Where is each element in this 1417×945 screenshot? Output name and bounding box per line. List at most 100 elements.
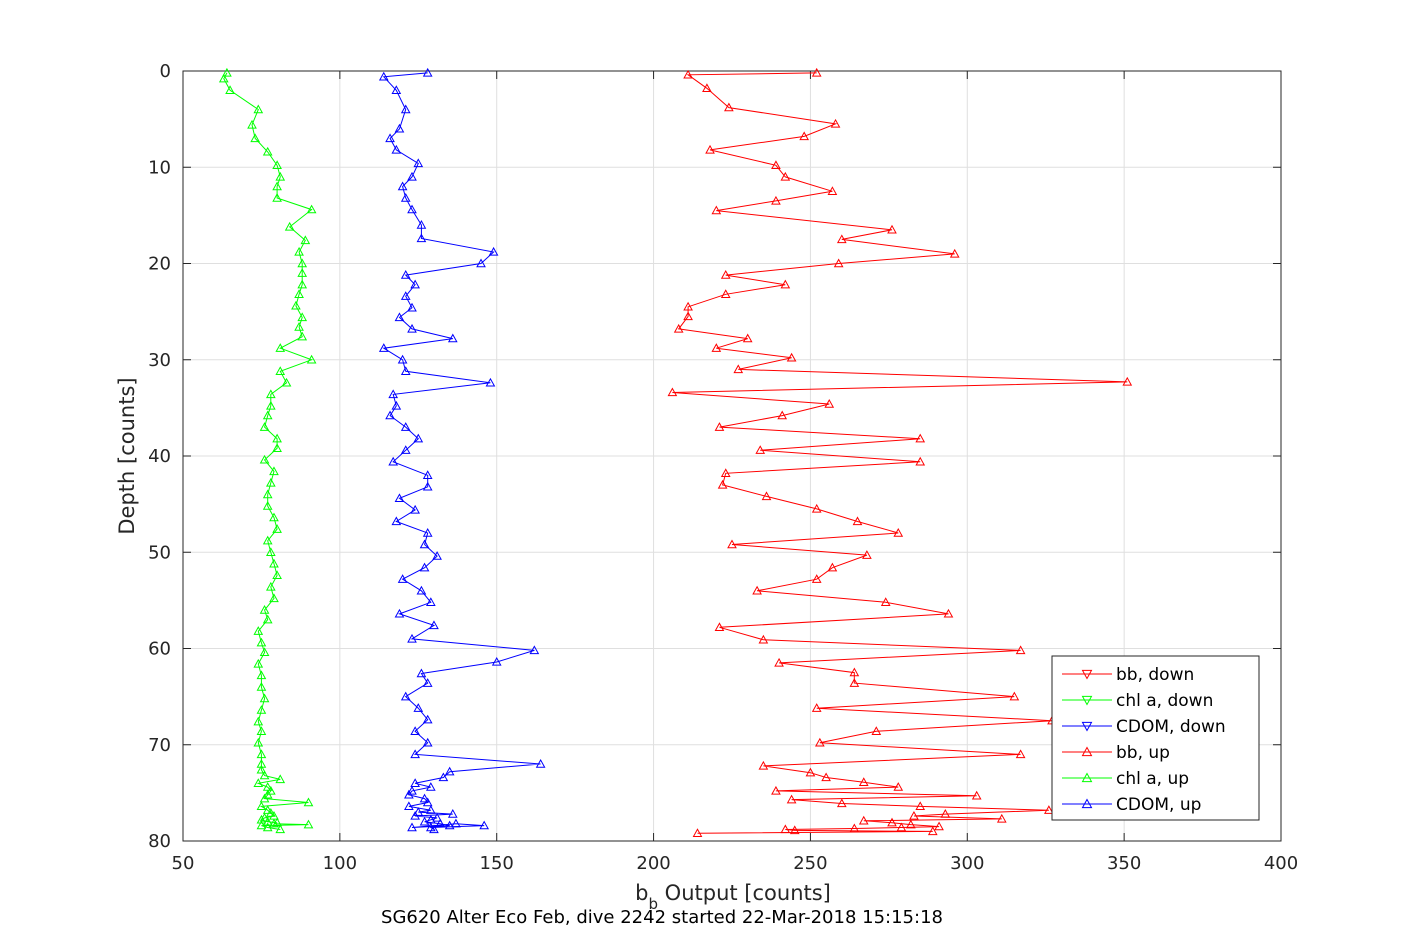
legend-label: bb, up — [1116, 743, 1170, 763]
series-line — [672, 72, 1128, 834]
data-point — [824, 398, 835, 408]
data-point — [927, 826, 938, 836]
data-point — [265, 808, 276, 817]
data-point — [222, 67, 232, 77]
legend-marker — [1081, 798, 1093, 809]
data-point — [400, 366, 411, 375]
data-point — [394, 493, 405, 503]
data-point — [422, 797, 433, 807]
y-axis-ticks: 0 10 20 30 40 50 60 70 80 — [148, 61, 1281, 852]
data-point — [755, 445, 766, 454]
data-point — [714, 622, 725, 632]
legend-label: chl a, down — [1116, 691, 1213, 711]
data-point — [269, 593, 279, 603]
data-point — [265, 785, 276, 795]
data-point — [294, 289, 304, 298]
data-point — [256, 820, 267, 830]
data-point — [275, 366, 286, 375]
data-point — [256, 814, 267, 824]
data-point — [896, 822, 907, 832]
data-point — [404, 789, 414, 799]
data-point — [733, 364, 744, 374]
data-point — [849, 667, 860, 677]
data-point — [400, 270, 411, 279]
data-point — [887, 224, 897, 234]
x-axis-label-rest: Output [counts] — [658, 881, 831, 905]
legend-label: CDOM, up — [1116, 795, 1201, 815]
data-point — [849, 678, 860, 687]
data-point — [256, 749, 267, 759]
data-point — [893, 527, 904, 537]
y-tick-label: 80 — [148, 831, 171, 852]
data-point — [905, 819, 916, 829]
data-point — [407, 204, 417, 214]
data-point — [256, 764, 267, 774]
data-point — [404, 801, 414, 811]
data-point — [758, 760, 769, 770]
data-point — [880, 597, 891, 606]
data-point — [727, 539, 737, 549]
data-point — [253, 626, 264, 635]
data-point — [419, 562, 430, 572]
data-point — [259, 793, 270, 803]
data-point — [272, 570, 282, 580]
data-point — [444, 766, 455, 776]
data-point — [250, 133, 261, 143]
data-point — [683, 69, 693, 79]
data-point — [425, 597, 436, 606]
data-point — [858, 815, 869, 825]
data-point — [714, 422, 725, 431]
data-point — [780, 171, 791, 181]
data-point — [269, 466, 279, 476]
data-point — [416, 668, 427, 678]
data-point — [435, 818, 446, 828]
x-axis-label: bb Output [counts] — [635, 881, 831, 913]
legend-marker — [1081, 695, 1093, 706]
data-point — [262, 805, 273, 814]
data-point — [265, 400, 276, 410]
data-point — [407, 785, 417, 795]
data-point — [943, 608, 954, 618]
data-point — [771, 160, 781, 170]
y-tick-label: 30 — [148, 350, 171, 371]
y-tick-label: 10 — [148, 157, 171, 178]
x-tick-label: 200 — [636, 853, 670, 874]
data-point — [413, 158, 424, 168]
data-point — [683, 311, 693, 321]
data-point — [422, 714, 433, 724]
data-point — [256, 670, 267, 680]
data-point — [422, 67, 433, 77]
data-point — [833, 258, 844, 268]
data-point — [752, 585, 762, 595]
data-point — [262, 535, 273, 545]
data-point — [811, 574, 822, 583]
data-point — [297, 331, 308, 341]
data-point — [259, 454, 270, 464]
data-point — [419, 539, 430, 549]
data-point — [297, 268, 308, 277]
data-point — [253, 778, 264, 787]
data-point — [909, 810, 919, 820]
data-point — [388, 456, 399, 466]
data-point — [419, 793, 430, 803]
data-point — [275, 824, 286, 834]
series-4 — [218, 67, 317, 834]
data-point — [272, 193, 282, 202]
data-point — [284, 221, 295, 231]
data-point — [830, 118, 841, 128]
data-point — [391, 85, 402, 94]
data-point — [1122, 376, 1133, 386]
data-point — [811, 703, 822, 712]
y-tick-label: 70 — [148, 735, 171, 756]
data-point — [858, 777, 869, 786]
legend: bb, down chl a, down CDOM, down bb, up chl a… — [1051, 655, 1260, 821]
data-point — [422, 527, 433, 537]
data-point — [1044, 805, 1054, 814]
data-point — [253, 737, 264, 747]
data-point — [410, 726, 420, 735]
data-point — [711, 343, 722, 352]
data-point — [275, 171, 286, 181]
data-point — [535, 758, 546, 768]
data-point — [410, 279, 420, 289]
